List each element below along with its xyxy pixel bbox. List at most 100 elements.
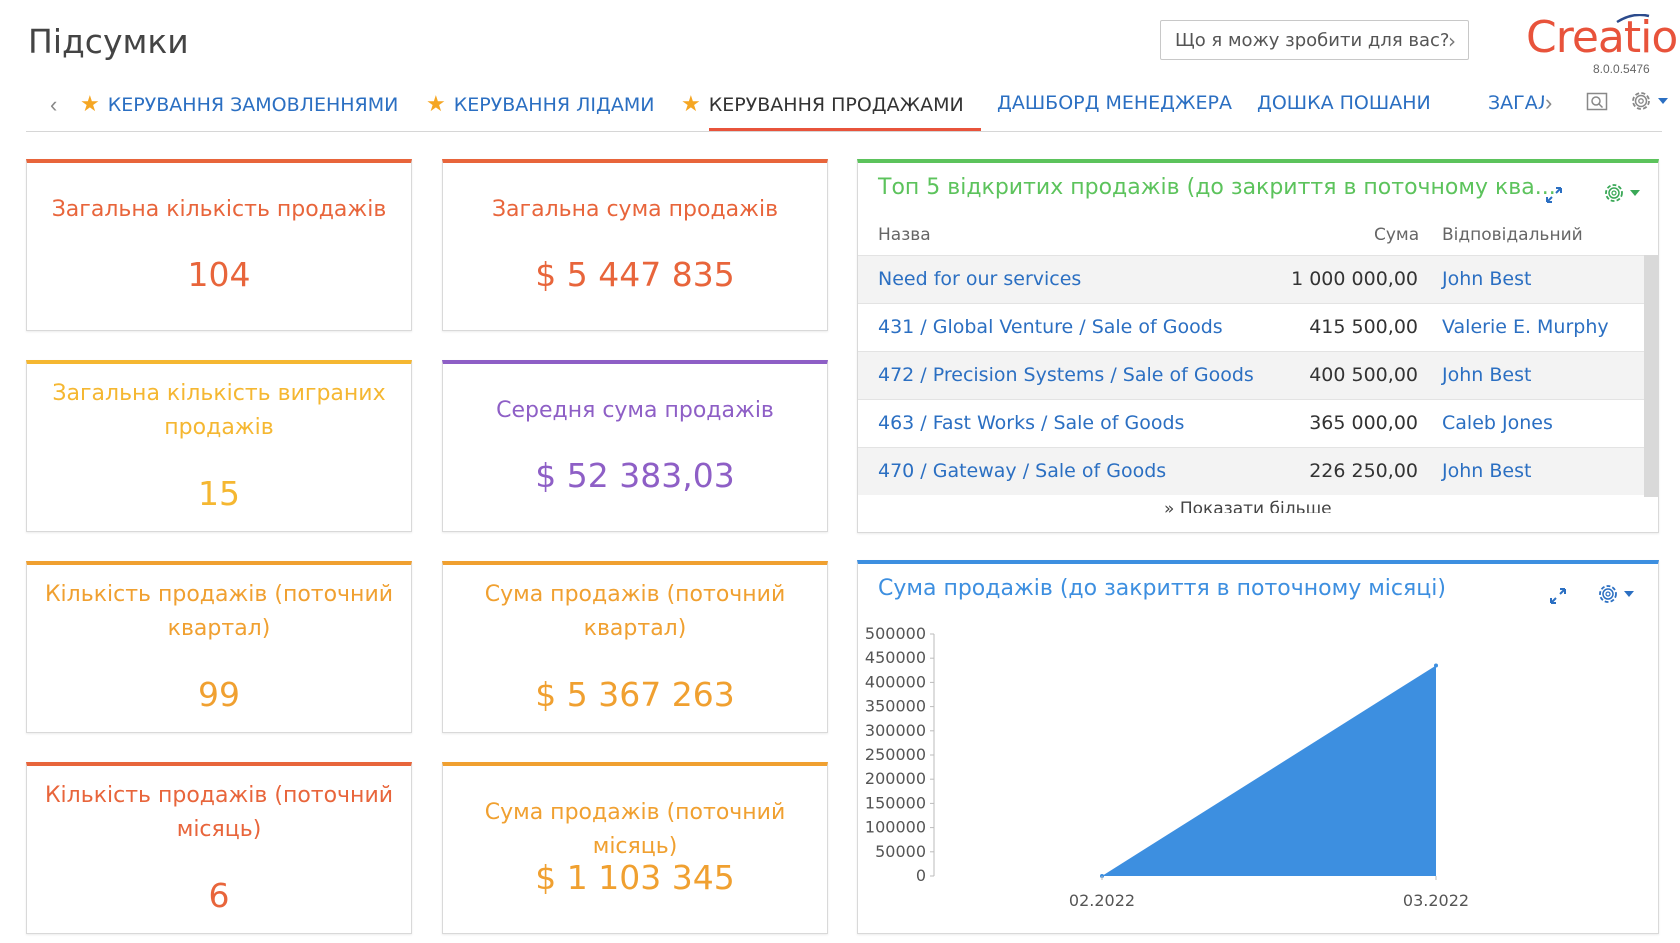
y-tick-label: 50000: [875, 842, 926, 861]
tab-sales[interactable]: ★ КЕРУВАННЯ ПРОДАЖАМИ: [681, 92, 964, 117]
chevron-right-icon[interactable]: ›: [1545, 90, 1553, 115]
panel-title: Топ 5 відкритих продажів (до закриття в …: [878, 175, 1556, 200]
kpi-caption: Загальна кількість продажів: [51, 197, 387, 222]
chevron-down-icon[interactable]: [1658, 98, 1668, 104]
y-tick-label: 350000: [865, 697, 926, 716]
opportunity-link[interactable]: Need for our services: [878, 268, 1082, 290]
tab-label: КЕРУВАННЯ ПРОДАЖАМИ: [708, 94, 964, 116]
owner-link[interactable]: John Best: [1442, 460, 1532, 482]
kpi-caption: Загальна сума продажів: [491, 197, 779, 222]
kpi-tile-total-count: Загальна кількість продажів 104: [26, 159, 412, 331]
tab-orders[interactable]: ★ КЕРУВАННЯ ЗАМОВЛЕННЯМИ: [80, 92, 398, 117]
assistant-placeholder: Що я можу зробити для вас?: [1175, 29, 1450, 51]
opportunity-sum: 365 000,00: [1309, 412, 1418, 434]
owner-link[interactable]: Caleb Jones: [1442, 412, 1553, 434]
column-header-owner[interactable]: Відповідальний: [1442, 225, 1583, 245]
kpi-tile-month-sum: Сума продажів (поточний місяць) $ 1 103 …: [442, 762, 828, 934]
column-header-sum[interactable]: Сума: [1374, 225, 1420, 245]
double-chevron-down-icon: »: [1164, 499, 1175, 513]
kpi-value: 6: [208, 876, 230, 915]
kpi-value: 99: [198, 675, 240, 714]
kpi-value: $ 5 367 263: [535, 675, 735, 714]
expand-icon[interactable]: [1548, 586, 1568, 606]
app-version: 8.0.0.5476: [1593, 62, 1650, 76]
opportunity-link[interactable]: 472 / Precision Systems / Sale of Goods: [878, 364, 1254, 386]
table-row[interactable]: Need for our services 1 000 000,00 John …: [858, 255, 1644, 303]
y-tick-label: 0: [916, 866, 926, 885]
y-tick-label: 400000: [865, 672, 926, 691]
owner-link[interactable]: John Best: [1442, 268, 1532, 290]
logo-swoosh-icon: [1616, 14, 1650, 24]
y-tick-label: 250000: [865, 745, 926, 764]
show-more-label: Показати більше: [1179, 499, 1332, 513]
sales-area-chart: 0 50000 100000 150000 200000 250000 300000 3500…: [865, 624, 1469, 910]
tab-label: ДАШБОРД МЕНЕДЖЕРА: [997, 92, 1232, 114]
active-tab-indicator: [709, 128, 981, 131]
opportunity-link[interactable]: 463 / Fast Works / Sale of Goods: [878, 412, 1185, 434]
opportunity-sum: 1 000 000,00: [1291, 268, 1418, 290]
kpi-caption: Середня сума продажів: [496, 398, 774, 423]
chevron-left-icon[interactable]: ‹: [50, 92, 58, 117]
kpi-tile-quarter-count: Кількість продажів (поточний квартал) 99: [26, 561, 412, 733]
kpi-caption: Загальна кількість виграних продажів: [52, 381, 386, 440]
y-tick-label: 200000: [865, 769, 926, 788]
dashboard-tabs: ‹ ★ КЕРУВАННЯ ЗАМОВЛЕННЯМИ ★ КЕРУВАННЯ ЛІД…: [26, 84, 1668, 132]
chevron-down-icon[interactable]: [1630, 190, 1640, 196]
tab-label: ЗАГАЛЬНИЙ: [1488, 92, 1544, 114]
tab-label: ДОШКА ПОШАНИ: [1257, 92, 1431, 114]
opportunity-sum: 226 250,00: [1309, 460, 1418, 482]
kpi-caption: Кількість продажів (поточний місяць): [44, 783, 394, 842]
y-tick-label: 450000: [865, 648, 926, 667]
owner-link[interactable]: John Best: [1442, 364, 1532, 386]
column-header-name[interactable]: Назва: [878, 225, 931, 245]
x-tick-label: 03.2022: [1403, 891, 1469, 910]
table-row[interactable]: 472 / Precision Systems / Sale of Goods …: [858, 351, 1644, 399]
opportunity-link[interactable]: 470 / Gateway / Sale of Goods: [878, 460, 1167, 482]
owner-link[interactable]: Valerie E. Murphy: [1442, 316, 1609, 338]
page-title: Підсумки: [28, 22, 189, 61]
search-icon[interactable]: [1586, 90, 1608, 112]
table-row[interactable]: 431 / Global Venture / Sale of Goods 415…: [858, 303, 1644, 351]
show-more-button[interactable]: » Показати більше: [1164, 499, 1332, 513]
y-tick-label: 100000: [865, 818, 926, 837]
table-row[interactable]: 470 / Gateway / Sale of Goods 226 250,00…: [858, 447, 1644, 495]
tab-honor-board[interactable]: ДОШКА ПОШАНИ: [1257, 92, 1431, 114]
tab-leads[interactable]: ★ КЕРУВАННЯ ЛІДАМИ: [426, 92, 654, 117]
sales-sum-chart-panel: Сума продажів (до закриття в поточному м…: [857, 560, 1659, 934]
kpi-value: $ 52 383,03: [535, 456, 735, 495]
area-series[interactable]: [1102, 665, 1436, 876]
kpi-tile-total-sum: Загальна сума продажів $ 5 447 835: [442, 159, 828, 331]
kpi-tile-average-sum: Середня сума продажів $ 52 383,03: [442, 360, 828, 532]
table-row[interactable]: 463 / Fast Works / Sale of Goods 365 000…: [858, 399, 1644, 447]
gear-icon[interactable]: [1602, 181, 1626, 205]
tab-manager-dashboard[interactable]: ДАШБОРД МЕНЕДЖЕРА: [997, 92, 1232, 114]
tab-label: КЕРУВАННЯ ЛІДАМИ: [453, 94, 655, 116]
opportunity-sum: 415 500,00: [1309, 316, 1418, 338]
chevron-right-icon: ›: [1448, 29, 1456, 53]
x-tick-label: 02.2022: [1069, 891, 1135, 910]
header: Підсумки Що я можу зробити для вас? › Cr…: [0, 0, 1680, 135]
creatio-logo: Creatio: [1526, 12, 1678, 63]
star-icon: ★: [80, 92, 100, 117]
star-icon: ★: [681, 92, 701, 117]
data-point[interactable]: [1434, 663, 1438, 668]
kpi-value: 15: [198, 474, 240, 513]
y-tick-label: 300000: [865, 721, 926, 740]
chevron-down-icon[interactable]: [1624, 591, 1634, 597]
tab-general[interactable]: ЗАГАЛЬНИЙ: [1488, 92, 1544, 114]
opportunity-sum: 400 500,00: [1309, 364, 1418, 386]
kpi-caption: Кількість продажів (поточний квартал): [44, 582, 394, 641]
kpi-value: 104: [187, 255, 251, 294]
y-tick-label: 150000: [865, 793, 926, 812]
gear-icon[interactable]: [1596, 582, 1620, 606]
star-icon: ★: [426, 92, 446, 117]
expand-icon[interactable]: [1544, 185, 1564, 205]
opportunity-link[interactable]: 431 / Global Venture / Sale of Goods: [878, 316, 1223, 338]
kpi-value: $ 1 103 345: [535, 858, 735, 897]
kpi-tile-won-count: Загальна кількість виграних продажів 15: [26, 360, 412, 532]
gear-icon[interactable]: [1628, 88, 1654, 114]
kpi-value: $ 5 447 835: [535, 255, 735, 294]
kpi-caption: Сума продажів (поточний місяць): [484, 800, 786, 859]
scrollbar[interactable]: [1644, 255, 1658, 497]
assistant-button[interactable]: Що я можу зробити для вас? ›: [1160, 20, 1469, 60]
